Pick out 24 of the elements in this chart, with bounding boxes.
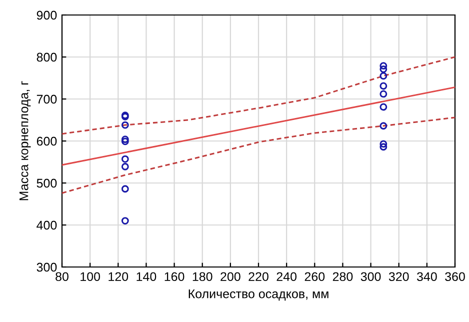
x-tick-label: 360: [445, 272, 465, 282]
x-tick-label: 80: [56, 272, 68, 282]
y-tick-label: 700: [36, 94, 57, 104]
x-tick-label: 160: [164, 272, 184, 282]
y-tick-label: 300: [36, 262, 57, 272]
x-tick-label: 220: [248, 272, 268, 282]
x-tick-label: 140: [136, 272, 156, 282]
y-tick-label: 900: [36, 10, 57, 20]
x-tick-label: 320: [388, 272, 409, 282]
x-tick-label: 280: [332, 272, 353, 282]
x-tick-label: 260: [304, 272, 325, 282]
x-tick-label: 240: [276, 272, 297, 282]
y-tick-label: 400: [36, 220, 57, 230]
x-tick-label: 120: [108, 272, 128, 282]
x-tick-label: 300: [360, 272, 381, 282]
y-tick-label: 600: [36, 136, 57, 146]
x-tick-label: 100: [80, 272, 100, 282]
x-tick-label: 180: [192, 272, 212, 282]
y-axis-title: Масса корнеплода, г: [20, 81, 31, 200]
x-tick-label: 200: [220, 272, 240, 282]
y-tick-label: 800: [36, 52, 57, 62]
x-axis-title: Количество осадков, мм: [188, 290, 328, 301]
y-tick-label: 500: [36, 178, 57, 188]
x-tick-label: 340: [416, 272, 437, 282]
